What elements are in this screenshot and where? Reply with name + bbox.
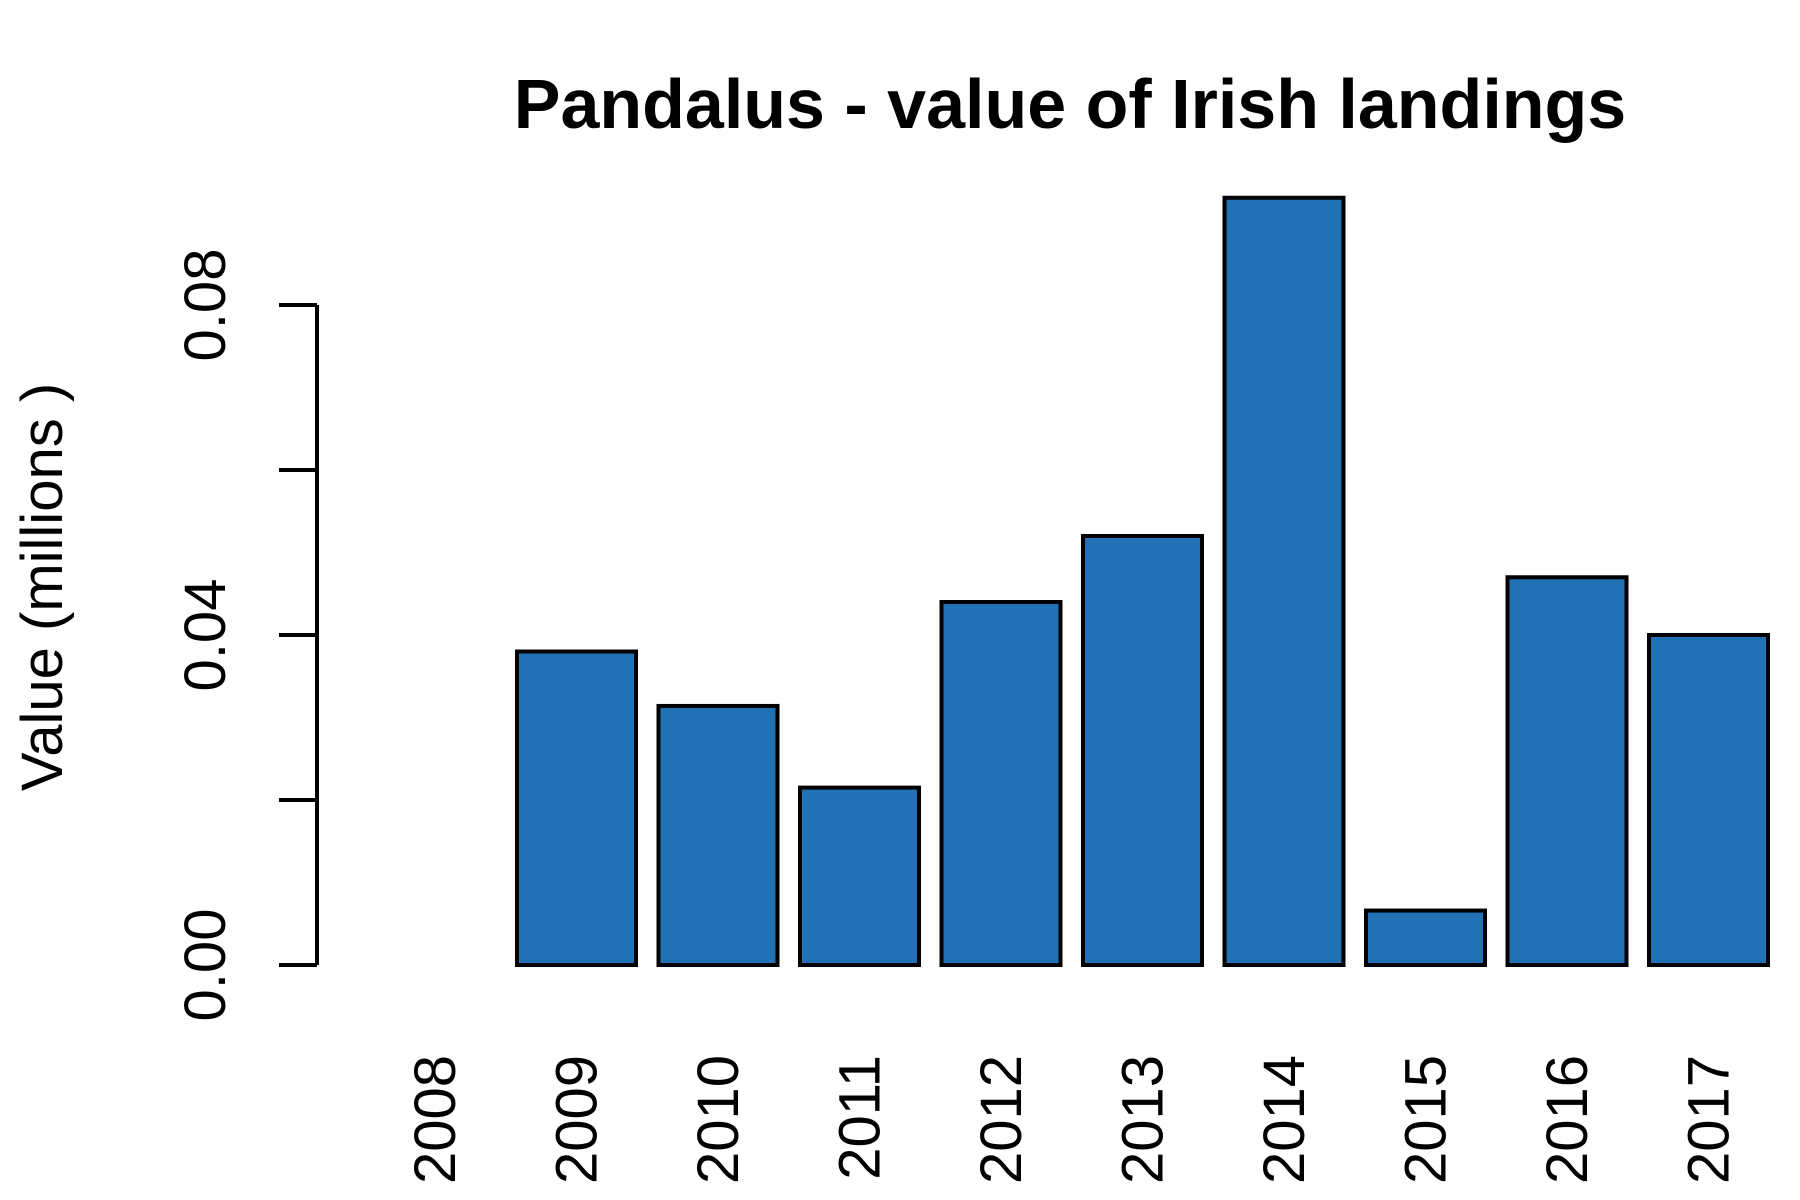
bar — [1081, 534, 1204, 967]
y-tick-label: 0.08 — [173, 249, 238, 362]
bar — [515, 649, 638, 967]
bar — [939, 600, 1063, 967]
x-tick-label: 2011 — [828, 1055, 893, 1180]
x-tick-label: 2010 — [686, 1055, 751, 1184]
bar — [1505, 575, 1629, 967]
x-tick-label: 2016 — [1535, 1055, 1600, 1184]
x-tick-label: 2009 — [545, 1055, 610, 1184]
bar — [656, 703, 780, 967]
bar — [1647, 633, 1770, 967]
x-tick-label: 2014 — [1252, 1055, 1317, 1184]
bar — [1364, 908, 1487, 967]
y-tick-label: 0.04 — [173, 579, 238, 692]
x-tick-label: 2008 — [403, 1055, 468, 1184]
y-axis-title: Value (millions ) — [10, 383, 75, 791]
chart-title: Pandalus - value of Irish landings — [514, 65, 1626, 143]
x-tick-label: 2013 — [1111, 1055, 1176, 1184]
y-tick-label: 0.00 — [173, 909, 238, 1022]
x-tick-label: 2015 — [1394, 1055, 1459, 1184]
bar — [1222, 195, 1346, 967]
bar — [798, 785, 921, 967]
x-tick-label: 2017 — [1677, 1055, 1742, 1184]
x-tick-label: 2012 — [969, 1055, 1034, 1184]
